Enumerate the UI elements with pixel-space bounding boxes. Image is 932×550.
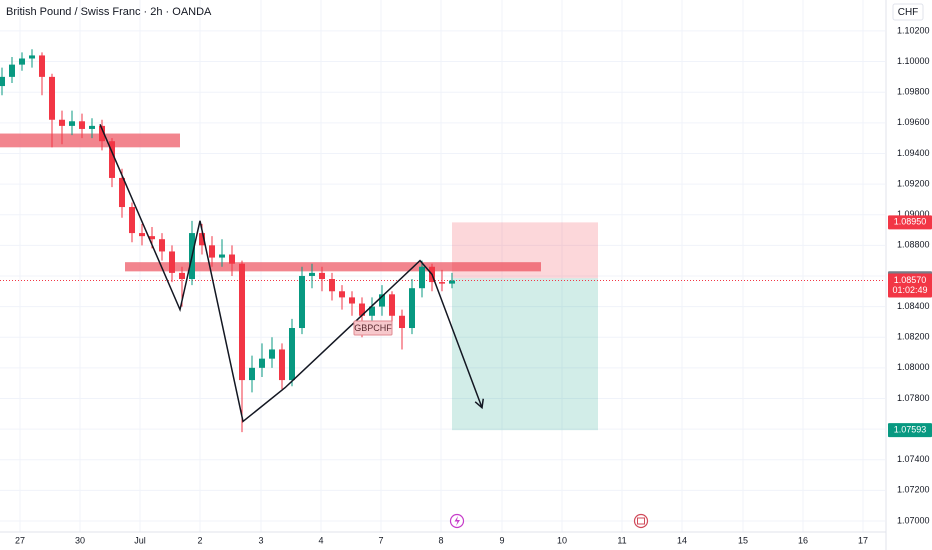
chart-title: British Pound / Swiss Franc · 2h · OANDA — [6, 6, 212, 18]
y-tick-label: 1.08400 — [897, 301, 930, 311]
x-tick-label: 3 — [258, 535, 263, 545]
candle-body — [379, 294, 385, 307]
y-tick-label: 1.08000 — [897, 362, 930, 372]
x-tick-label: 27 — [15, 535, 25, 545]
y-tick-label: 1.07200 — [897, 485, 930, 495]
candle-body — [329, 279, 335, 292]
x-tick-label: 14 — [677, 535, 687, 545]
candle-body — [249, 367, 255, 381]
candle-body — [79, 121, 85, 129]
candle-body — [59, 119, 65, 126]
axis: 1.070001.072001.074001.076001.078001.080… — [15, 25, 932, 545]
y-tick-label: 1.07800 — [897, 393, 930, 403]
event-icon[interactable] — [449, 513, 465, 529]
candle-body — [199, 233, 205, 246]
zone — [0, 133, 180, 148]
candle-body — [179, 272, 185, 280]
candle-body — [449, 280, 455, 284]
candle-body — [139, 233, 145, 237]
candle-body — [319, 272, 325, 280]
candle-body — [439, 282, 445, 284]
candle-body — [339, 291, 345, 298]
x-tick-label: 2 — [197, 535, 202, 545]
candle-body — [309, 272, 315, 276]
candle-body — [39, 55, 45, 77]
candle-body — [399, 315, 405, 329]
x-tick-label: 30 — [75, 535, 85, 545]
calendar-icon[interactable] — [633, 513, 649, 529]
y-tick-label: 1.09800 — [897, 87, 930, 97]
y-tick-label: 1.09000 — [897, 209, 930, 219]
candle-body — [129, 207, 135, 234]
y-tick-label: 1.10200 — [897, 25, 930, 35]
candle-body — [289, 328, 295, 381]
candle-body — [219, 254, 225, 258]
y-tick-label: 1.10000 — [897, 56, 930, 66]
stop-zone — [452, 222, 598, 279]
candle-body — [359, 303, 365, 316]
stop-tag-box — [888, 215, 932, 230]
candle-body — [229, 254, 235, 264]
candle-body — [9, 64, 15, 77]
candle-body — [0, 76, 5, 87]
candle-body — [19, 58, 25, 65]
zigzag-arrowhead — [474, 398, 485, 410]
x-tick-label: 4 — [318, 535, 323, 545]
plot: GBPCHF — [0, 49, 885, 433]
y-tick-label: 1.08800 — [897, 240, 930, 250]
y-tick-label: 1.07000 — [897, 515, 930, 525]
candle-body — [409, 288, 415, 329]
candle-body — [99, 125, 105, 142]
x-tick-label: 17 — [858, 535, 868, 545]
last-price-tag: 1.08570 — [894, 275, 927, 285]
symbol-label-box — [353, 320, 393, 336]
candle-body — [89, 125, 95, 129]
x-tick-label: 10 — [557, 535, 567, 545]
x-tick-label: Jul — [134, 535, 146, 545]
x-tick-label: 16 — [798, 535, 808, 545]
candle-body — [269, 349, 275, 359]
countdown: 01:02:49 — [892, 285, 927, 295]
candle-body — [209, 245, 215, 258]
target-tag-box — [888, 423, 932, 438]
candle-body — [239, 263, 245, 381]
candle-body — [149, 236, 155, 240]
currency-button[interactable] — [892, 3, 924, 21]
candle-body — [29, 55, 35, 59]
last-price-tag-box — [888, 273, 932, 298]
x-tick-label: 8 — [438, 535, 443, 545]
candle-body — [109, 141, 115, 178]
candle-body — [159, 239, 165, 252]
target-tag: 1.07593 — [894, 425, 927, 435]
symbol-label: GBPCHF — [354, 323, 392, 333]
candle-body — [259, 358, 265, 368]
zone — [125, 262, 541, 272]
y-tick-label: 1.08200 — [897, 332, 930, 342]
candle-body — [389, 294, 395, 316]
candle-body — [119, 177, 125, 208]
candle-body — [349, 297, 355, 304]
candle-body — [279, 349, 285, 381]
y-tick-label: 1.09600 — [897, 117, 930, 127]
y-tick-label: 1.09200 — [897, 178, 930, 188]
candle-body — [369, 306, 375, 316]
candle-body — [69, 121, 75, 126]
y-tick-label: 1.09400 — [897, 148, 930, 158]
candle-body — [299, 275, 305, 329]
candle-body — [169, 251, 175, 273]
x-tick-label: 7 — [378, 535, 383, 545]
x-tick-label: 9 — [499, 535, 504, 545]
zigzag-line — [99, 124, 483, 423]
x-tick-label: 11 — [617, 535, 626, 545]
target-zone — [452, 278, 598, 431]
currency-label: CHF — [898, 7, 919, 18]
x-tick-label: 15 — [738, 535, 748, 545]
stop-tag: 1.08950 — [894, 217, 927, 227]
y-tick-label: 1.07400 — [897, 454, 930, 464]
candle-body — [419, 266, 425, 289]
candle-body — [49, 76, 55, 120]
